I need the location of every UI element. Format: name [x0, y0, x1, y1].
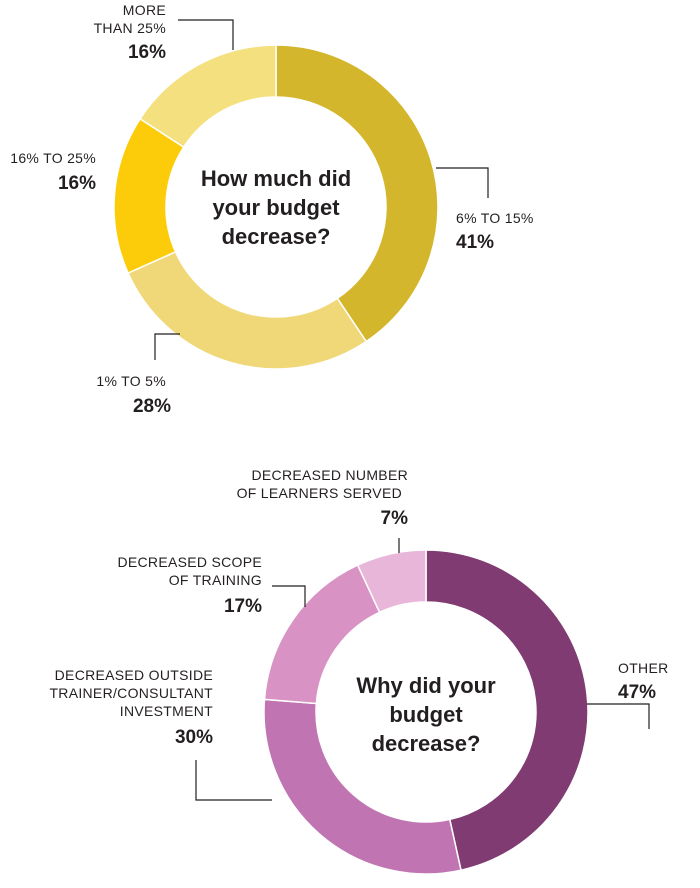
chart-2-label-outside-line-1: DECREASED OUTSIDE	[55, 667, 213, 683]
chart-1-slice-1	[275, 44, 439, 343]
chart-2-pct-scope: 17%	[224, 596, 262, 617]
chart-2-label-outside-line-3: INVESTMENT	[120, 703, 213, 719]
chart-2-leader-outside-trainer	[195, 760, 272, 801]
chart-2-center-title-line-1: Why did your	[356, 673, 496, 698]
chart-1-leader-1-5	[154, 333, 180, 360]
chart-2-pct-outside-trainer: 30%	[175, 727, 213, 748]
chart-1-pct-1-5: 28%	[133, 396, 171, 417]
chart-2-slice-2	[263, 698, 462, 875]
chart-2-label-scope-line-2: OF TRAINING	[169, 572, 262, 588]
chart-1-leader-more-25	[178, 19, 234, 50]
chart-2-leader-scope	[272, 585, 306, 607]
chart-1-label-6-15: 6% TO 15%	[456, 210, 534, 226]
chart-2-slice-4	[356, 549, 427, 614]
chart-2-slice-1	[425, 549, 589, 872]
chart-1-label-16-25: 16% TO 25%	[10, 150, 96, 166]
chart-2-label-scope-line-1: DECREASED SCOPE	[117, 554, 262, 570]
chart-1-center-title-line-2: your budget	[212, 195, 340, 220]
chart-1-label-more-25-line-2: THAN 25%	[94, 20, 166, 36]
chart-1-pct-6-15: 41%	[456, 232, 494, 253]
chart-2-slices	[263, 549, 589, 875]
chart-1-center-title-line-3: decrease?	[222, 224, 331, 249]
chart-1-budget-amount: How much did your budget decrease? 6% TO…	[10, 2, 533, 417]
chart-2-pct-learners: 7%	[381, 508, 409, 529]
chart-2-label-learners-line-2: OF LEARNERS SERVED	[237, 485, 402, 501]
chart-2-label-other: OTHER	[618, 660, 669, 676]
chart-1-pct-16-25: 16%	[58, 173, 96, 194]
chart-1-leader-6-15	[436, 167, 489, 198]
chart-2-leader-other	[587, 703, 650, 729]
chart-1-slices	[113, 44, 439, 370]
chart-2-center-title-line-3: decrease?	[372, 731, 481, 756]
chart-1-slice-4	[139, 44, 277, 149]
chart-2-center-title-line-2: budget	[389, 702, 463, 727]
chart-1-label-1-5: 1% TO 5%	[96, 373, 166, 389]
chart-2-label-outside-line-2: TRAINER/CONSULTANT	[49, 685, 213, 701]
chart-1-center-title-line-1: How much did	[201, 166, 351, 191]
chart-1-slice-3	[113, 117, 185, 275]
chart-2-pct-other: 47%	[618, 682, 656, 703]
chart-1-label-more-25-line-1: MORE	[123, 2, 166, 18]
chart-2-budget-reason: Why did your budget decrease? OTHER 47% …	[49, 467, 669, 875]
chart-1-slice-2	[127, 250, 368, 370]
chart-1-pct-more-25: 16%	[128, 42, 166, 63]
chart-2-label-learners-line-1: DECREASED NUMBER	[252, 467, 409, 483]
